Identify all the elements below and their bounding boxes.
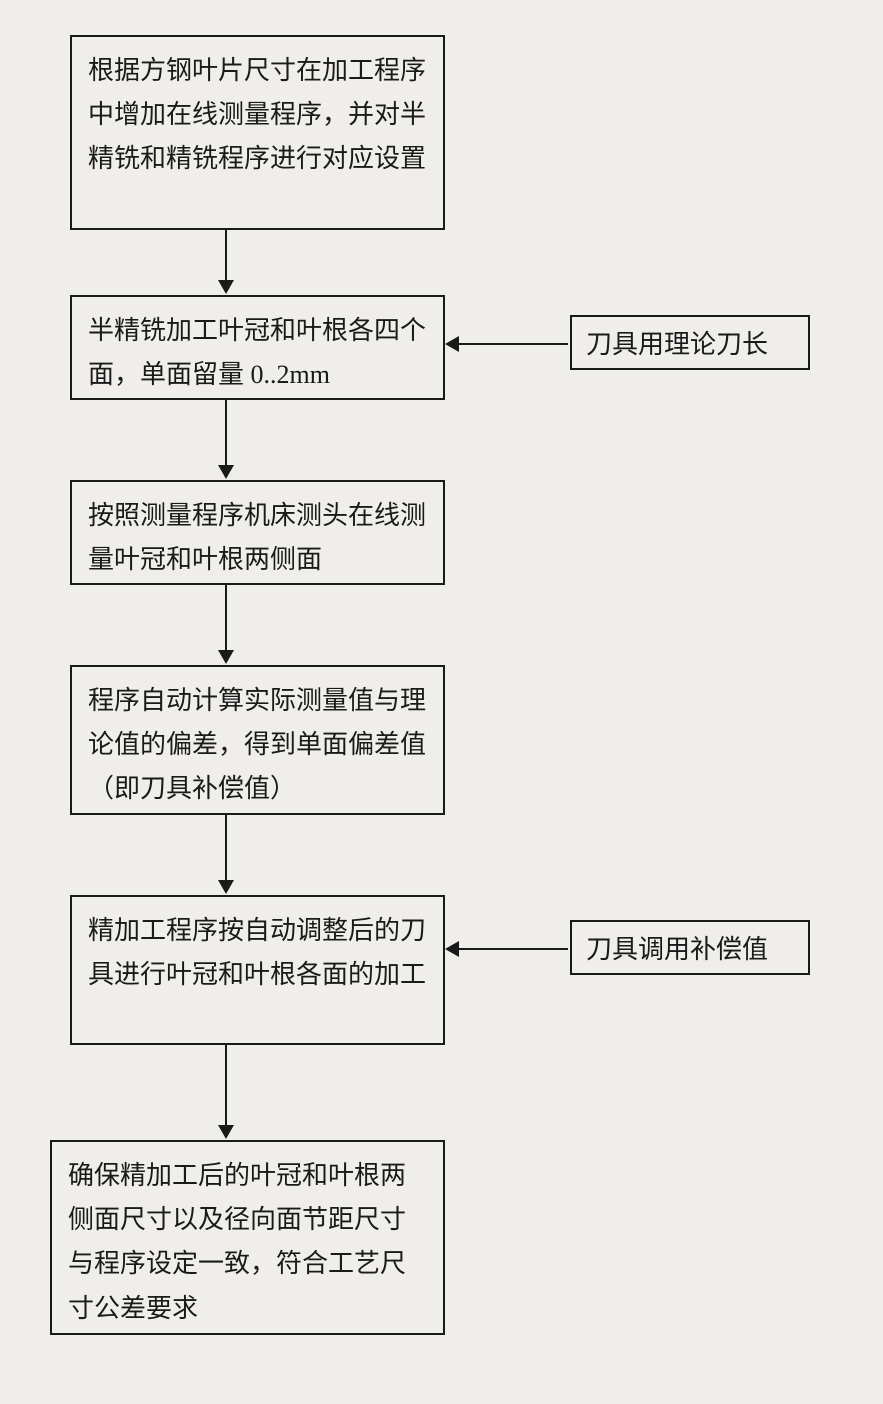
step-box-3: 按照测量程序机床测头在线测量叶冠和叶根两侧面 [70,480,445,585]
step-box-5: 精加工程序按自动调整后的刀具进行叶冠和叶根各面的加工 [70,895,445,1045]
step-box-1: 根据方钢叶片尺寸在加工程序中增加在线测量程序，并对半精铣和精铣程序进行对应设置 [70,35,445,230]
flowchart-container: 根据方钢叶片尺寸在加工程序中增加在线测量程序，并对半精铣和精铣程序进行对应设置 … [0,0,883,1404]
step-text-1: 根据方钢叶片尺寸在加工程序中增加在线测量程序，并对半精铣和精铣程序进行对应设置 [88,56,426,173]
side-text-1: 刀具用理论刀长 [586,330,768,359]
arrow-down-3 [225,585,227,662]
arrow-left-1 [447,343,568,345]
arrow-down-5 [225,1045,227,1137]
step-text-2: 半精铣加工叶冠和叶根各四个面，单面留量 0..2mm [88,316,426,389]
side-box-1: 刀具用理论刀长 [570,315,810,370]
step-text-5: 精加工程序按自动调整后的刀具进行叶冠和叶根各面的加工 [88,916,426,989]
arrow-down-4 [225,815,227,892]
step-box-6: 确保精加工后的叶冠和叶根两侧面尺寸以及径向面节距尺寸与程序设定一致，符合工艺尺寸… [50,1140,445,1335]
step-text-6: 确保精加工后的叶冠和叶根两侧面尺寸以及径向面节距尺寸与程序设定一致，符合工艺尺寸… [68,1161,406,1323]
arrow-down-2 [225,400,227,477]
step-box-2: 半精铣加工叶冠和叶根各四个面，单面留量 0..2mm [70,295,445,400]
step-box-4: 程序自动计算实际测量值与理论值的偏差，得到单面偏差值（即刀具补偿值） [70,665,445,815]
side-box-2: 刀具调用补偿值 [570,920,810,975]
arrow-down-1 [225,230,227,292]
step-text-4: 程序自动计算实际测量值与理论值的偏差，得到单面偏差值（即刀具补偿值） [88,686,426,803]
arrow-left-2 [447,948,568,950]
step-text-3: 按照测量程序机床测头在线测量叶冠和叶根两侧面 [88,501,426,574]
side-text-2: 刀具调用补偿值 [586,935,768,964]
